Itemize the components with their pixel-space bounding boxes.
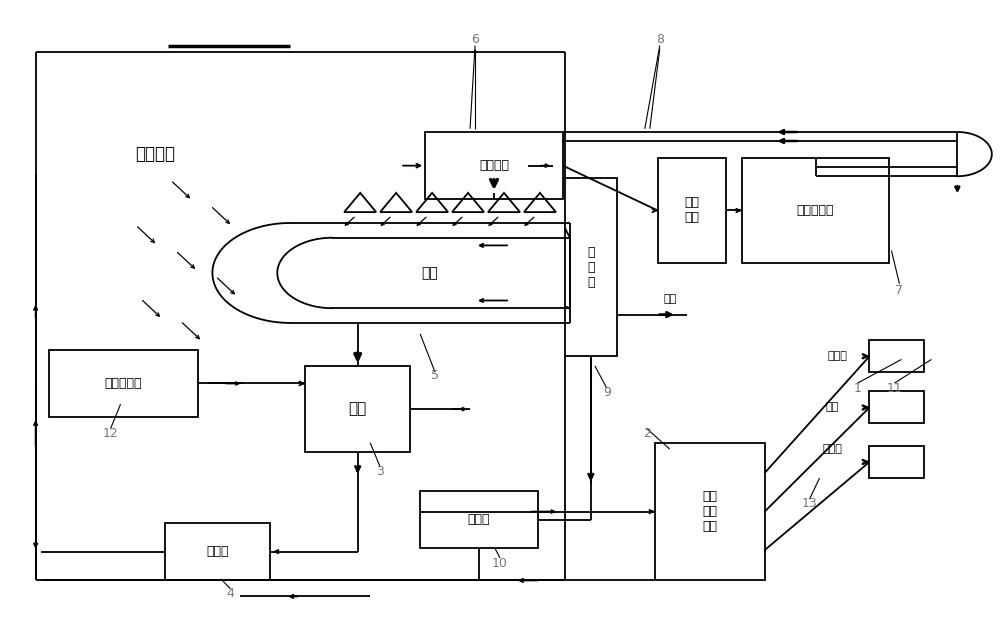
Text: 管束: 管束 [422, 266, 438, 280]
Text: 能量
回收
装置: 能量 回收 装置 [702, 490, 717, 533]
Text: 7: 7 [895, 284, 903, 297]
Text: 9: 9 [603, 386, 611, 399]
Text: 蕊汽产生器: 蕊汽产生器 [105, 377, 142, 390]
Text: 蒸馏水: 蒸馏水 [828, 351, 847, 361]
Text: 3: 3 [376, 465, 384, 478]
Text: 浓缩液: 浓缩液 [823, 444, 842, 454]
Text: 浓水: 浓水 [826, 403, 839, 412]
Bar [305, 366, 410, 453]
Bar [165, 523, 270, 580]
Text: 排气: 排气 [663, 293, 676, 304]
Text: 产水泵: 产水泵 [468, 513, 490, 526]
Text: 10: 10 [492, 557, 508, 569]
Bar [565, 178, 617, 356]
Text: 11: 11 [887, 382, 902, 395]
Bar [869, 340, 924, 372]
Text: 12: 12 [103, 426, 118, 440]
Text: 6: 6 [471, 33, 479, 46]
Text: 蕊汽收集: 蕊汽收集 [479, 159, 509, 172]
Bar [655, 443, 765, 580]
Bar [658, 158, 726, 263]
Text: 热井: 热井 [349, 402, 367, 417]
Text: 4: 4 [226, 587, 234, 600]
Text: 13: 13 [802, 497, 817, 510]
Text: 蕊汽压缩机: 蕊汽压缩机 [797, 204, 834, 217]
Text: 8: 8 [656, 33, 664, 46]
Text: 1: 1 [854, 382, 861, 395]
Text: 深度
净化: 深度 净化 [684, 196, 699, 225]
Bar [49, 350, 198, 417]
Bar [869, 446, 924, 478]
Text: 产
水
罐: 产 水 罐 [587, 246, 595, 289]
Bar [425, 132, 563, 199]
Bar [869, 392, 924, 424]
Text: 循环泵: 循环泵 [207, 545, 229, 558]
Bar [420, 490, 538, 548]
Text: 再生蕊气: 再生蕊气 [135, 146, 175, 164]
Text: 2: 2 [643, 426, 651, 440]
Bar [742, 158, 889, 263]
Text: 5: 5 [431, 369, 439, 382]
